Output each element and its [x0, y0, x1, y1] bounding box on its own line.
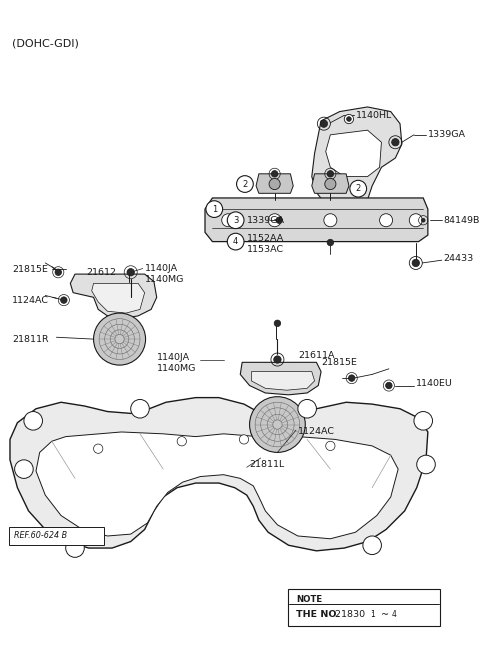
Circle shape — [327, 170, 334, 177]
Circle shape — [60, 297, 67, 303]
Text: REF.60-624 B: REF.60-624 B — [14, 531, 67, 540]
Circle shape — [414, 411, 432, 430]
Circle shape — [417, 455, 435, 474]
Circle shape — [324, 214, 337, 227]
Circle shape — [177, 437, 186, 446]
Text: 1339GA: 1339GA — [428, 130, 466, 140]
Circle shape — [325, 178, 336, 189]
Circle shape — [366, 608, 379, 622]
Circle shape — [327, 239, 334, 246]
Text: 1140JA: 1140JA — [156, 353, 190, 362]
Polygon shape — [10, 398, 428, 551]
Text: 21612: 21612 — [86, 268, 116, 277]
Circle shape — [237, 176, 253, 193]
Circle shape — [412, 259, 420, 267]
Circle shape — [268, 214, 281, 227]
Circle shape — [228, 212, 244, 229]
Circle shape — [276, 217, 283, 223]
Text: 1: 1 — [212, 204, 217, 214]
Circle shape — [269, 178, 280, 189]
Circle shape — [392, 138, 399, 146]
Text: 1152AA: 1152AA — [247, 234, 284, 243]
Text: 21811R: 21811R — [12, 335, 48, 344]
Text: 21811L: 21811L — [250, 460, 285, 469]
Circle shape — [388, 608, 401, 622]
Circle shape — [94, 444, 103, 453]
Polygon shape — [252, 371, 314, 390]
Circle shape — [344, 115, 354, 124]
Circle shape — [274, 320, 281, 327]
Circle shape — [240, 435, 249, 444]
Text: THE NO.: THE NO. — [296, 610, 340, 620]
Circle shape — [363, 536, 382, 555]
Text: 1140JA: 1140JA — [144, 264, 178, 273]
Circle shape — [127, 269, 134, 276]
Polygon shape — [205, 198, 428, 242]
Text: 1140HL: 1140HL — [355, 111, 392, 120]
Polygon shape — [256, 174, 293, 193]
Text: 21611A: 21611A — [298, 351, 335, 360]
Text: 21815E: 21815E — [321, 358, 357, 367]
Circle shape — [24, 411, 43, 430]
Circle shape — [385, 383, 392, 389]
Circle shape — [55, 269, 61, 276]
Text: 4: 4 — [233, 237, 238, 246]
Text: 1339GA: 1339GA — [247, 215, 285, 225]
Text: (DOHC-GDI): (DOHC-GDI) — [12, 39, 79, 49]
Circle shape — [348, 375, 355, 381]
Circle shape — [271, 170, 278, 177]
Polygon shape — [326, 130, 382, 177]
Circle shape — [66, 539, 84, 557]
Text: NOTE: NOTE — [296, 595, 322, 604]
Circle shape — [131, 400, 149, 418]
Circle shape — [298, 400, 316, 418]
Polygon shape — [312, 107, 402, 209]
Text: 21815E: 21815E — [12, 265, 48, 274]
Polygon shape — [312, 174, 349, 193]
Circle shape — [14, 460, 33, 478]
Text: 1124AC: 1124AC — [298, 428, 335, 436]
Circle shape — [222, 214, 235, 227]
Text: 84149B: 84149B — [444, 215, 480, 225]
Text: 1140EU: 1140EU — [416, 379, 453, 388]
Text: 21830  :: 21830 : — [335, 610, 374, 620]
FancyBboxPatch shape — [9, 527, 104, 545]
Circle shape — [228, 233, 244, 250]
Circle shape — [347, 117, 351, 121]
Polygon shape — [71, 274, 156, 319]
Circle shape — [250, 397, 305, 453]
Text: 1153AC: 1153AC — [247, 246, 284, 254]
Circle shape — [320, 120, 327, 127]
Circle shape — [409, 214, 422, 227]
Polygon shape — [92, 284, 144, 313]
Text: 2: 2 — [242, 179, 248, 189]
Circle shape — [274, 356, 281, 364]
FancyBboxPatch shape — [288, 589, 440, 626]
Polygon shape — [36, 432, 398, 539]
Text: 1124AC: 1124AC — [12, 295, 49, 305]
Text: 1140MG: 1140MG — [144, 275, 184, 284]
Circle shape — [350, 180, 367, 197]
Polygon shape — [240, 362, 321, 395]
Circle shape — [206, 200, 223, 217]
Text: 24433: 24433 — [444, 254, 474, 263]
Text: 4: 4 — [392, 610, 397, 620]
Text: ~: ~ — [382, 610, 390, 620]
Text: 1: 1 — [370, 610, 374, 620]
Circle shape — [380, 214, 393, 227]
Text: 2: 2 — [356, 184, 361, 193]
Text: 1140MG: 1140MG — [156, 364, 196, 373]
Circle shape — [421, 218, 425, 222]
Circle shape — [94, 313, 145, 365]
Circle shape — [326, 441, 335, 451]
Text: 3: 3 — [233, 215, 239, 225]
